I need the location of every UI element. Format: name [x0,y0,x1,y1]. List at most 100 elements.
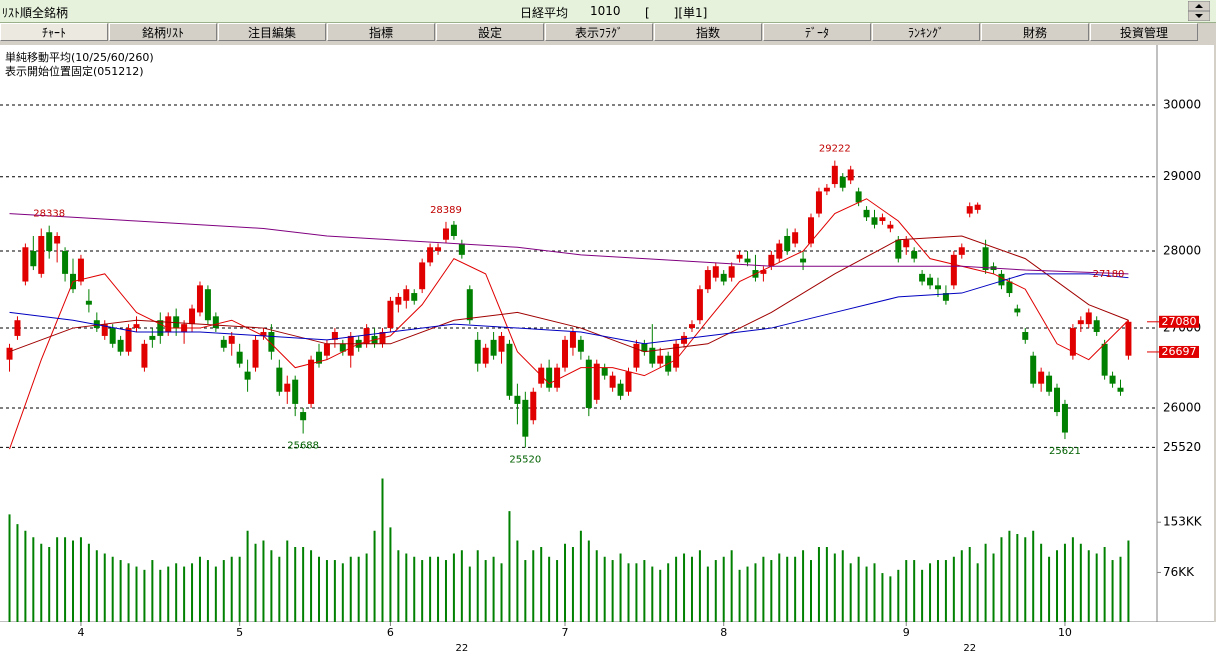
candle-body [958,247,965,255]
candle-body [934,285,941,290]
candle-body [911,251,918,259]
candle-body [657,355,664,364]
candle-body [982,247,989,271]
candle-body [593,363,600,400]
candle-body [442,228,449,240]
candle-body [109,328,116,344]
candle-body [411,293,418,301]
candle-body [1006,281,1013,294]
candle-body [284,383,291,392]
candle-body [776,243,783,259]
moving-average [9,198,1129,450]
candle-body [6,347,13,360]
candle-body [919,273,926,282]
tab[interactable]: ﾃﾞｰﾀ [763,23,871,41]
candle-body [617,383,624,396]
candle-body [141,343,148,368]
candle-body [704,270,711,290]
y-tick-label: 153KK [1163,515,1203,529]
tab[interactable]: 指数 [654,23,762,41]
tab[interactable]: 注目編集 [218,23,326,41]
price-annotation: 25688 [287,441,319,452]
candle-body [927,277,934,286]
candle-body [292,379,299,404]
candle-body [1125,321,1132,356]
candle-body [466,289,473,321]
candle-body [1101,343,1108,376]
candle-body [490,339,497,356]
candle-body [736,254,743,259]
candle-body [633,343,640,368]
candle-body [966,206,973,214]
candle-body [546,367,553,388]
candle-body [157,320,164,336]
note: 単純移動平均(10/25/60/260) [5,50,154,64]
candle-body [204,289,211,321]
candle-body [522,399,529,437]
candle-body [387,300,394,329]
candle-body [895,239,902,259]
candle-body [1085,312,1092,325]
candle-body [1054,387,1061,413]
tab[interactable]: 指標 [327,23,435,41]
candle-body [236,351,243,364]
axis-area [1157,45,1214,622]
candle-body [316,351,323,364]
candle-body [46,232,53,252]
candle-body [1109,375,1116,384]
tab[interactable]: 銘柄ﾘｽﾄ [109,23,217,41]
candle-body [974,204,981,210]
candle-body [720,273,727,282]
candle-body [363,328,370,344]
x-tick-label: 4 [77,626,84,639]
candle-body [998,273,1005,286]
candle-body [403,289,410,301]
candle-body [1046,375,1053,392]
list-name: ﾘｽﾄ順全銘柄 [2,6,69,20]
note: 表示開始位置固定(051212) [5,64,144,78]
candle-body [22,247,29,282]
candle-body [903,239,910,248]
candle-body [260,331,267,336]
tab[interactable]: ﾁｬｰﾄ [0,23,108,41]
chart: 単純移動平均(10/25/60/260) 表示開始位置固定(051212) 25… [0,45,1216,658]
tab[interactable]: 表示ﾌﾗｸﾞ [545,23,653,41]
candle-body [30,251,37,267]
candle-body [1061,403,1068,433]
tab[interactable]: 投資管理 [1090,23,1198,41]
candle-body [323,343,330,356]
candle-body [339,343,346,352]
scroll-buttons[interactable] [1188,1,1210,21]
index-code: 1010 [590,4,621,18]
price-annotation: 25520 [509,454,541,465]
candle-body [165,316,172,332]
candle-body [244,371,251,380]
candle-body [569,331,576,348]
candle-body [744,258,751,263]
tab[interactable]: 財務 [981,23,1089,41]
candle-body [712,266,719,278]
candle-body [1038,371,1045,384]
candle-body [823,187,830,192]
candle-body [1093,320,1100,332]
candle-body [815,191,822,214]
candle-body [792,232,799,244]
candle-body [149,335,156,340]
tab[interactable]: ﾗﾝｷﾝｸﾞ [872,23,980,41]
candle-body [77,258,84,282]
candle-body [601,367,608,376]
candle-body [625,371,632,392]
candle-body [950,254,957,286]
tab[interactable]: 設定 [436,23,544,41]
candle-body [554,367,561,388]
candle-body [768,254,775,267]
candle-body [331,331,338,340]
candle-body [863,209,870,218]
candle-body [728,266,735,278]
candle-body [879,217,886,222]
y-tick-label: 30000 [1163,97,1201,111]
x-year-label: 22 [963,643,976,654]
moving-average [9,235,1129,353]
candle-body [427,247,434,263]
index-name: 日経平均 [520,6,569,20]
